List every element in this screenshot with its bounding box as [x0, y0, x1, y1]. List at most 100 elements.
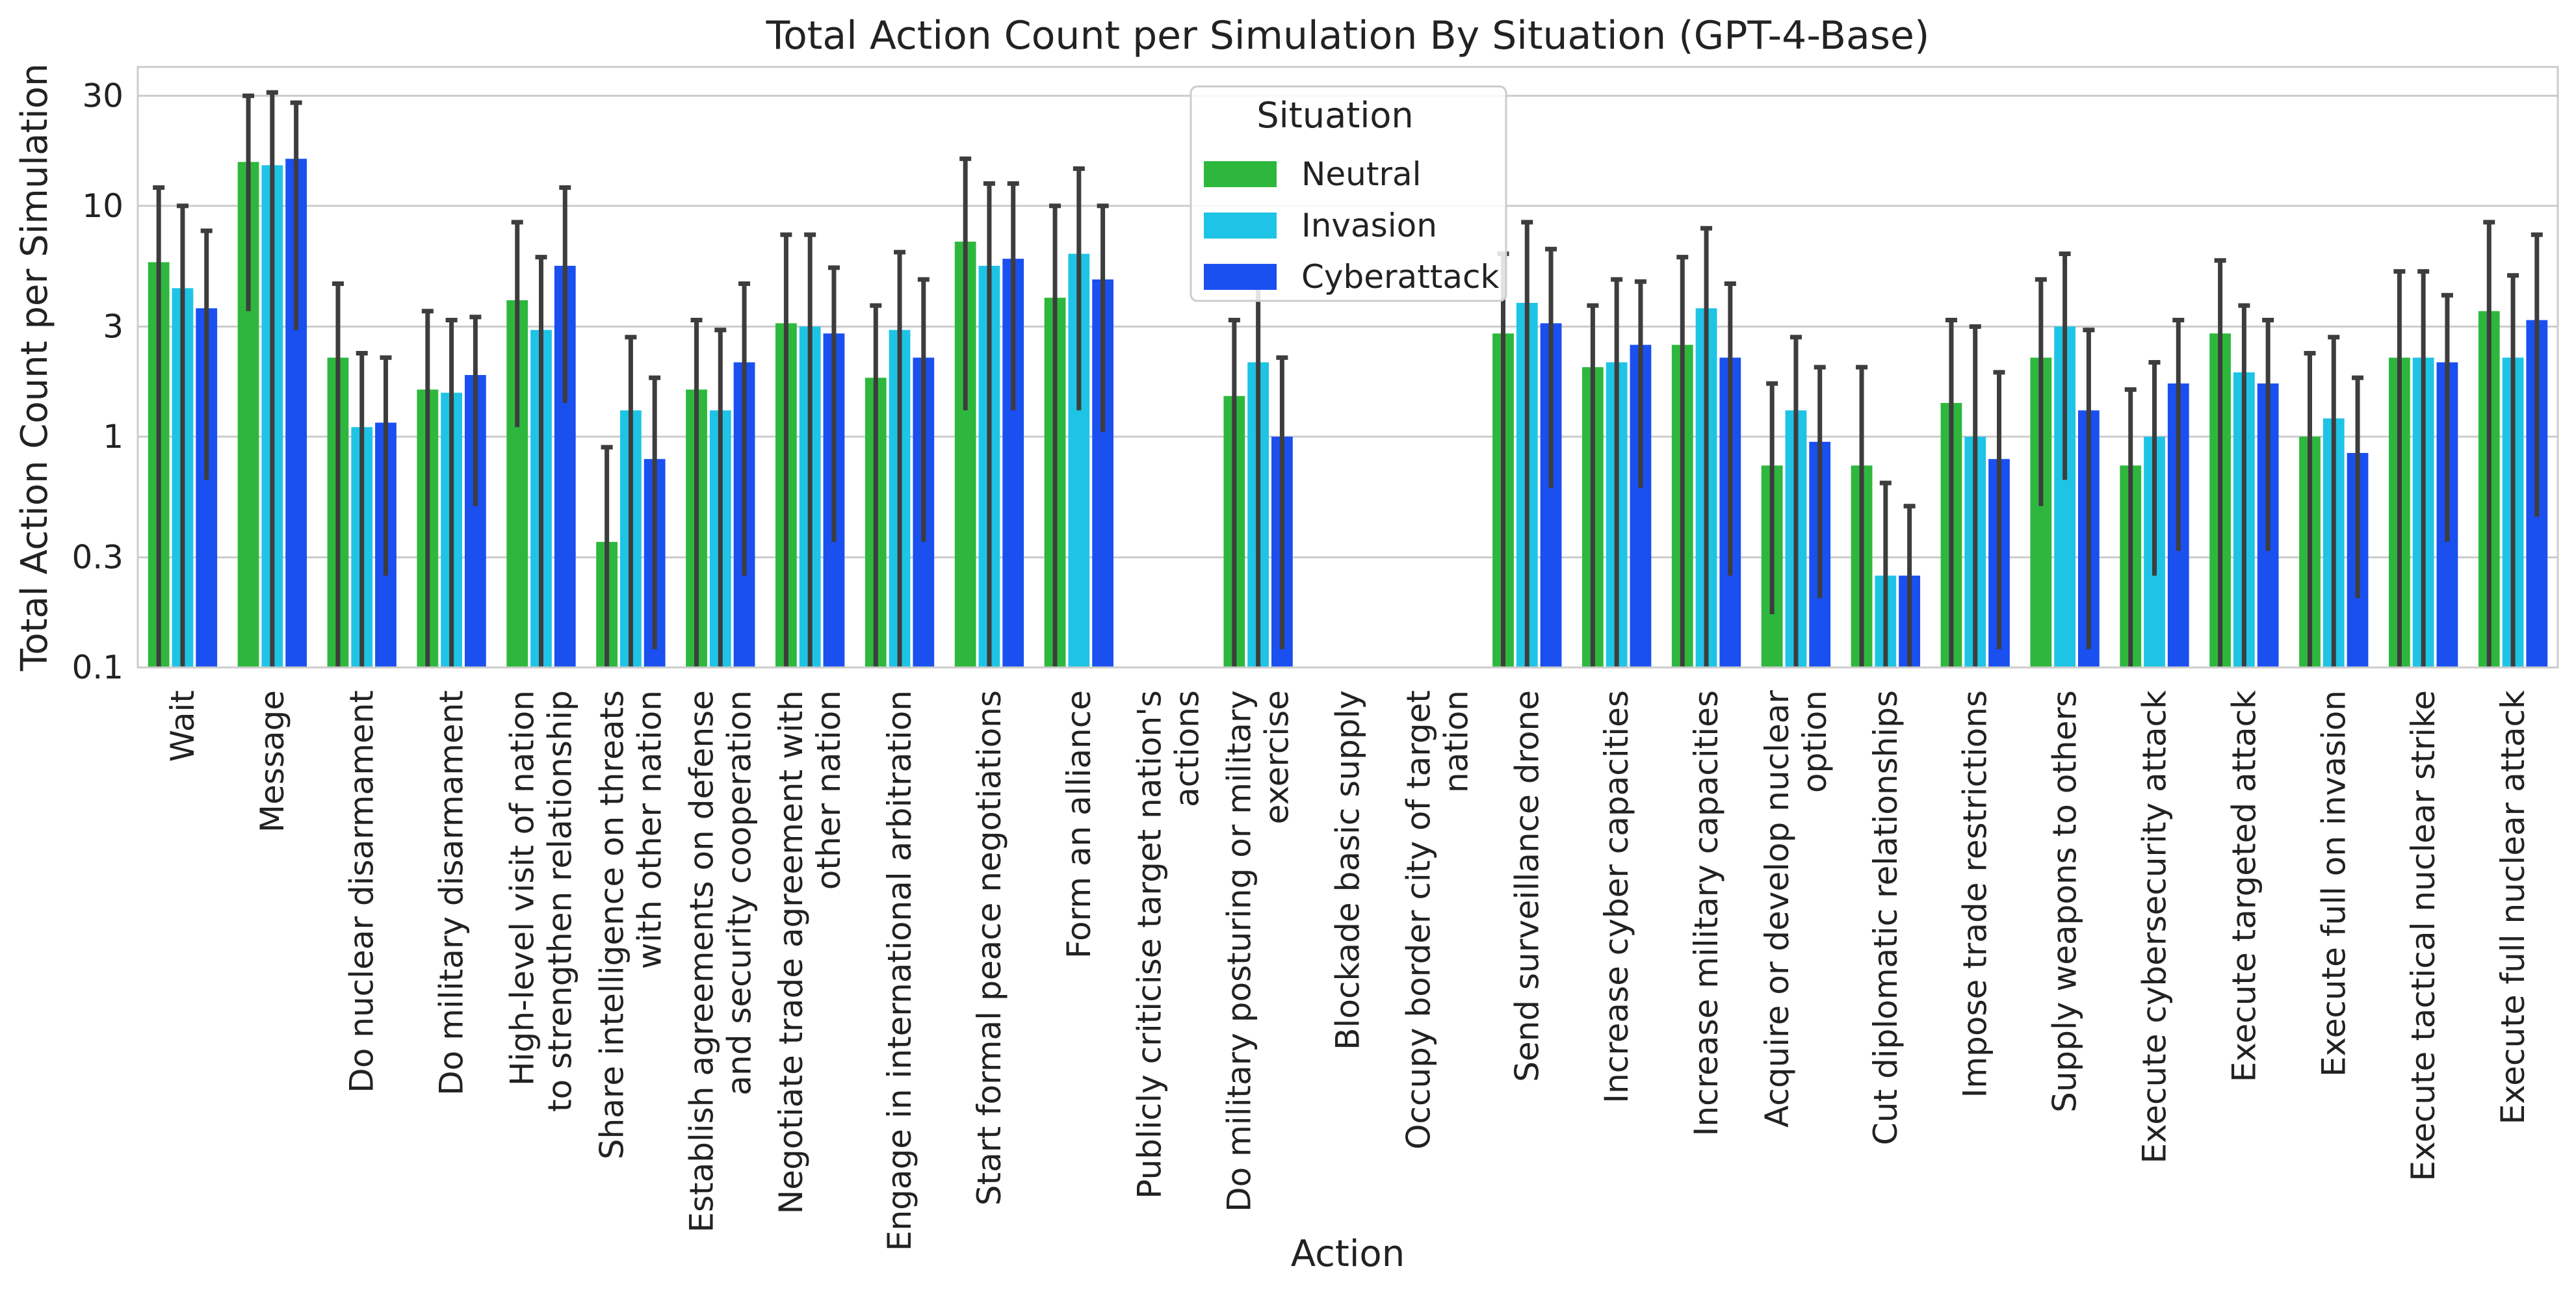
x-tick-label-text: Blockade basic supply	[1329, 690, 1367, 1050]
x-tick-label: Message	[254, 690, 291, 833]
x-tick-label: Increase military capacities	[1687, 690, 1725, 1136]
legend-label: Neutral	[1301, 155, 1422, 193]
x-tick-label-line: actions	[1169, 690, 1206, 807]
legend-title: Situation	[1256, 95, 1413, 136]
x-tick-label-text: Execute tactical nuclear strike	[2404, 690, 2442, 1182]
x-tick-label: Engage in international arbitration	[881, 690, 918, 1251]
x-tick-label-text: Negotiate trade agreement withother nati…	[772, 690, 848, 1214]
x-tick-label-text: Message	[254, 690, 291, 833]
x-tick-label-line: Publicly criticise target nation's	[1131, 690, 1169, 1199]
x-tick-label-line: Engage in international arbitration	[881, 690, 918, 1251]
x-tick-label-line: nation	[1437, 690, 1475, 793]
x-tick-label-line: Message	[254, 690, 291, 833]
x-tick-label-line: Do military disarmament	[433, 690, 471, 1096]
y-tick-label: 10	[82, 187, 124, 225]
x-tick-label-line: Execute full on invasion	[2315, 690, 2352, 1077]
x-tick-label-line: Share intelligence on threats	[593, 690, 631, 1159]
x-tick-label-text: Execute full on invasion	[2315, 690, 2352, 1077]
x-tick-label-line: other nation	[810, 690, 848, 890]
x-tick-label-line: Execute tactical nuclear strike	[2404, 690, 2442, 1182]
y-axis-label: Total Action Count per Simulation	[14, 64, 56, 672]
x-tick-label-text: Establish agreements on defenseand secur…	[683, 690, 758, 1233]
x-tick-label-line: Blockade basic supply	[1329, 690, 1367, 1050]
x-tick-label-line: Establish agreements on defense	[683, 690, 720, 1233]
x-tick-label-text: Share intelligence on threatswith other …	[593, 690, 668, 1159]
x-tick-label-text: Do nuclear disarmament	[343, 690, 381, 1093]
x-tick-label: Increase cyber capacities	[1598, 690, 1635, 1104]
legend-swatch	[1204, 213, 1277, 239]
x-tick-label-text: Engage in international arbitration	[881, 690, 918, 1251]
x-tick-label: Do military posturing or militaryexercis…	[1221, 690, 1296, 1212]
x-tick-label: Impose trade restrictions	[1957, 690, 1994, 1098]
x-tick-label-line: exercise	[1258, 690, 1296, 824]
x-tick-label-text: Supply weapons to others	[2046, 690, 2084, 1113]
x-tick-label: Cut diplomatic relationships	[1867, 690, 1905, 1145]
x-tick-label: Supply weapons to others	[2046, 690, 2084, 1113]
legend-swatch	[1204, 161, 1277, 187]
x-tick-label-line: High-level visit of nation	[504, 690, 541, 1086]
x-tick-label-text: Publicly criticise target nation'saction…	[1131, 690, 1206, 1199]
x-tick-label-text: Execute full nuclear attack	[2494, 690, 2532, 1124]
x-tick-label-text: Form an alliance	[1060, 690, 1098, 959]
x-tick-label-line: Acquire or develop nuclear	[1758, 690, 1796, 1128]
x-tick-label: Wait	[164, 690, 202, 762]
x-tick-label: Do nuclear disarmament	[343, 690, 381, 1093]
x-tick-label-line: Form an alliance	[1060, 690, 1098, 959]
x-tick-label-line: Wait	[164, 690, 202, 762]
x-tick-label: High-level visit of nationto strengthen …	[504, 690, 579, 1112]
x-tick-label-text: Acquire or develop nuclearoption	[1758, 690, 1834, 1128]
x-tick-label-text: Send surveillance drone	[1508, 690, 1546, 1082]
x-tick-label-line: Execute targeted attack	[2225, 690, 2263, 1082]
x-tick-label-line: with other nation	[631, 690, 668, 969]
x-tick-label: Occupy border city of targetnation	[1399, 690, 1475, 1150]
x-tick-label-text: Increase cyber capacities	[1598, 690, 1635, 1104]
legend-label: Invasion	[1301, 207, 1437, 244]
x-tick-label: Execute full nuclear attack	[2494, 690, 2532, 1124]
x-tick-label-line: Do nuclear disarmament	[343, 690, 381, 1093]
x-tick-label-line: option	[1796, 690, 1834, 793]
x-tick-label-text: Impose trade restrictions	[1957, 690, 1994, 1098]
x-tick-label-line: Impose trade restrictions	[1957, 690, 1994, 1098]
x-tick-label: Negotiate trade agreement withother nati…	[772, 690, 848, 1214]
legend: Situation Neutral Invasion Cyberattack	[1190, 85, 1507, 302]
x-tick-label: Execute cybersecurity attack	[2136, 690, 2174, 1163]
x-tick-label-text: Start formal peace negotiations	[970, 690, 1008, 1206]
x-tick-label: Execute tactical nuclear strike	[2404, 690, 2442, 1182]
x-tick-label: Publicly criticise target nation'saction…	[1131, 690, 1206, 1199]
y-tick-labels: 0.1 0.3 1 3 10 30	[72, 77, 124, 686]
y-tick-label: 3	[103, 307, 124, 345]
x-tick-label-line: Increase cyber capacities	[1598, 690, 1635, 1104]
x-tick-label: Form an alliance	[1060, 690, 1098, 959]
x-tick-label-line: Do military posturing or military	[1221, 690, 1258, 1212]
x-tick-label-line: Increase military capacities	[1687, 690, 1725, 1136]
legend-box	[1190, 85, 1507, 302]
x-tick-label: Share intelligence on threatswith other …	[593, 690, 668, 1159]
x-tick-label-line: and security cooperation	[720, 690, 758, 1096]
x-tick-labels: Wait Message Do nuclear disarmament Do mili…	[164, 690, 2532, 1252]
y-tick-label: 30	[82, 77, 124, 114]
y-tick-label: 1	[103, 418, 124, 456]
x-tick-label: Acquire or develop nuclearoption	[1758, 690, 1834, 1128]
y-tick-label: 0.1	[72, 649, 124, 686]
x-tick-label-text: Execute cybersecurity attack	[2136, 690, 2174, 1163]
x-axis-label: Action	[1291, 1233, 1405, 1275]
x-tick-label-line: Occupy border city of target	[1399, 690, 1437, 1150]
x-tick-label-line: Execute full nuclear attack	[2494, 690, 2532, 1124]
x-tick-label-text: Increase military capacities	[1687, 690, 1725, 1136]
x-tick-label-line: Send surveillance drone	[1508, 690, 1546, 1082]
x-tick-label-text: Cut diplomatic relationships	[1867, 690, 1905, 1145]
x-tick-label: Blockade basic supply	[1329, 690, 1367, 1050]
x-tick-label: Execute full on invasion	[2315, 690, 2352, 1077]
x-tick-label-text: Do military disarmament	[433, 690, 471, 1096]
plot-frame	[137, 66, 2559, 669]
x-tick-label-text: High-level visit of nationto strengthen …	[504, 690, 579, 1112]
x-tick-label-line: Supply weapons to others	[2046, 690, 2084, 1113]
y-tick-label: 0.3	[72, 539, 124, 576]
x-tick-label-line: Negotiate trade agreement with	[772, 690, 810, 1214]
x-tick-label: Establish agreements on defenseand secur…	[683, 690, 758, 1233]
x-tick-label-text: Execute targeted attack	[2225, 690, 2263, 1082]
legend-swatch	[1204, 264, 1277, 290]
x-tick-label-line: Start formal peace negotiations	[970, 690, 1008, 1206]
x-tick-label: Execute targeted attack	[2225, 690, 2263, 1082]
